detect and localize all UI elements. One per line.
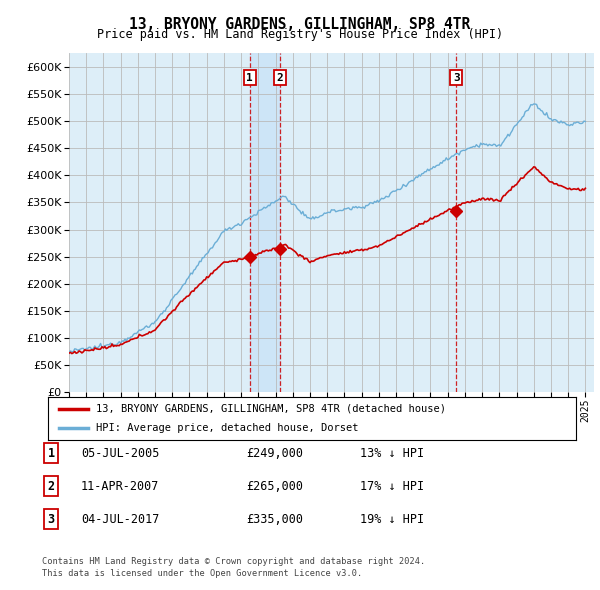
- Text: 2: 2: [277, 73, 283, 83]
- Text: £335,000: £335,000: [246, 513, 303, 526]
- Text: 3: 3: [453, 73, 460, 83]
- Text: £249,000: £249,000: [246, 447, 303, 460]
- Text: 13, BRYONY GARDENS, GILLINGHAM, SP8 4TR (detached house): 13, BRYONY GARDENS, GILLINGHAM, SP8 4TR …: [95, 404, 446, 414]
- Text: 3: 3: [47, 513, 55, 526]
- Text: £265,000: £265,000: [246, 480, 303, 493]
- Text: 19% ↓ HPI: 19% ↓ HPI: [360, 513, 424, 526]
- Text: 17% ↓ HPI: 17% ↓ HPI: [360, 480, 424, 493]
- Text: Price paid vs. HM Land Registry's House Price Index (HPI): Price paid vs. HM Land Registry's House …: [97, 28, 503, 41]
- Bar: [250, 53, 280, 392]
- Text: 1: 1: [247, 73, 253, 83]
- Text: Contains HM Land Registry data © Crown copyright and database right 2024.: Contains HM Land Registry data © Crown c…: [42, 558, 425, 566]
- Text: 05-JUL-2005: 05-JUL-2005: [81, 447, 160, 460]
- Text: 2: 2: [47, 480, 55, 493]
- Text: 13, BRYONY GARDENS, GILLINGHAM, SP8 4TR: 13, BRYONY GARDENS, GILLINGHAM, SP8 4TR: [130, 17, 470, 31]
- Text: HPI: Average price, detached house, Dorset: HPI: Average price, detached house, Dors…: [95, 423, 358, 433]
- Text: This data is licensed under the Open Government Licence v3.0.: This data is licensed under the Open Gov…: [42, 569, 362, 578]
- Text: 1: 1: [47, 447, 55, 460]
- Text: 13% ↓ HPI: 13% ↓ HPI: [360, 447, 424, 460]
- Text: 04-JUL-2017: 04-JUL-2017: [81, 513, 160, 526]
- Text: 11-APR-2007: 11-APR-2007: [81, 480, 160, 493]
